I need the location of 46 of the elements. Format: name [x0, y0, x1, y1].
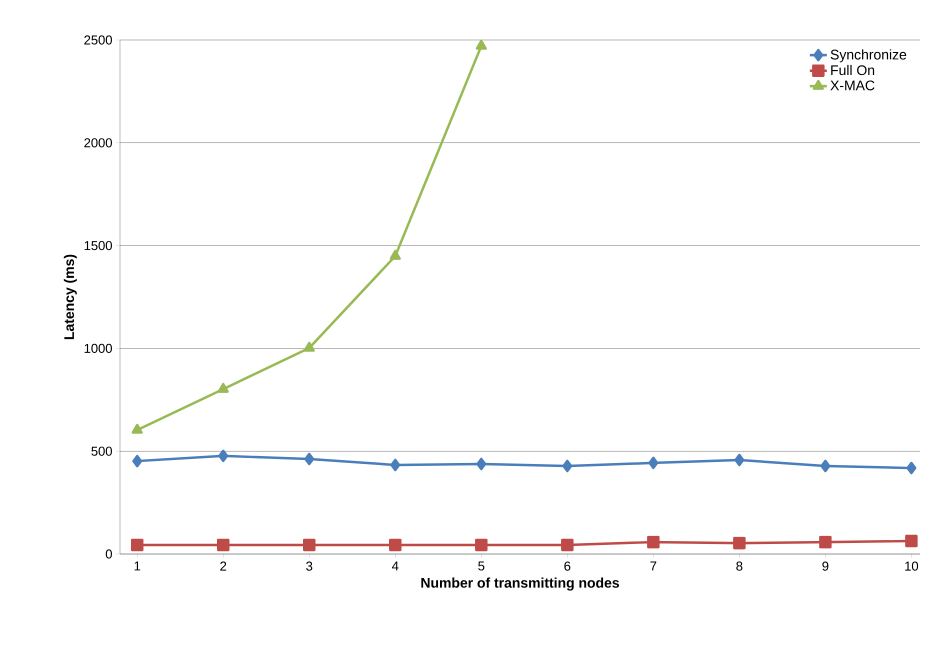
y-tick-label: 1500 — [84, 241, 112, 250]
point — [218, 450, 228, 462]
y-tick-label: 2500 — [84, 35, 112, 45]
point — [820, 460, 830, 472]
point — [733, 536, 746, 550]
point — [218, 382, 229, 393]
point — [562, 460, 572, 472]
point — [304, 342, 315, 352]
x-tick-label: 10 — [905, 562, 918, 571]
y-tick-label: 2000 — [84, 138, 112, 148]
legend-label: X-MAC — [830, 80, 874, 90]
legend-label: Full On — [831, 64, 874, 76]
x-tick-label: 2 — [220, 562, 226, 571]
legend-label: Synchronize — [830, 49, 906, 62]
x-axis-title: Number of transmitting nodes — [421, 578, 620, 591]
y-tick-label: 0 — [106, 549, 112, 559]
point — [647, 536, 660, 548]
point — [648, 456, 658, 470]
point — [132, 454, 142, 468]
point — [216, 538, 230, 552]
y-axis-title: Latency (ms) — [64, 254, 77, 340]
x-tick-label: 4 — [392, 562, 398, 570]
point — [476, 458, 486, 470]
point — [390, 458, 400, 472]
point — [476, 40, 487, 50]
x-tick-label: 5 — [478, 562, 484, 571]
point — [390, 250, 401, 260]
x-tick-label: 6 — [564, 562, 570, 571]
x-tick-label: 8 — [736, 562, 742, 571]
x-tick-label: 3 — [306, 562, 312, 571]
x-tick-label: 9 — [822, 562, 828, 571]
point — [905, 534, 918, 548]
point — [303, 538, 316, 552]
point — [475, 538, 488, 552]
point — [906, 462, 916, 474]
point — [819, 536, 832, 548]
y-tick-label: 500 — [91, 446, 112, 456]
point — [561, 538, 574, 552]
point — [130, 538, 144, 552]
point — [304, 452, 314, 466]
point — [734, 454, 744, 466]
point — [389, 538, 402, 552]
point — [132, 424, 143, 434]
y-tick-label: 1000 — [84, 344, 112, 353]
x-tick-label: 1 — [134, 562, 140, 570]
x-tick-label: 7 — [650, 562, 656, 570]
